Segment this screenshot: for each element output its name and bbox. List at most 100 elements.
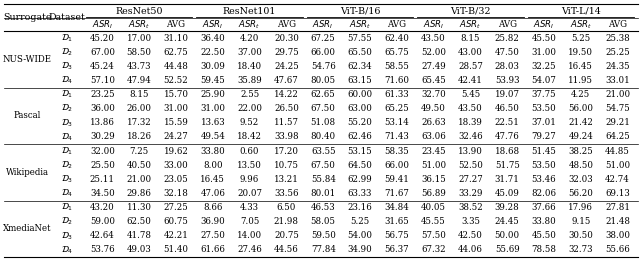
Text: 40.50: 40.50	[127, 161, 152, 170]
Text: 54.07: 54.07	[532, 76, 556, 85]
Text: 23.16: 23.16	[348, 203, 372, 212]
Text: 47.94: 47.94	[127, 76, 152, 85]
Text: 43.73: 43.73	[127, 62, 152, 71]
Text: 23.45: 23.45	[421, 147, 446, 155]
Text: 17.20: 17.20	[274, 147, 299, 155]
Text: $\mathcal{D}_{1}$: $\mathcal{D}_{1}$	[61, 202, 73, 213]
Text: 20.75: 20.75	[274, 231, 299, 240]
Text: 4.33: 4.33	[240, 203, 259, 212]
Text: 28.57: 28.57	[458, 62, 483, 71]
Text: 82.06: 82.06	[531, 189, 557, 198]
Text: 35.89: 35.89	[237, 76, 262, 85]
Text: Surrogate: Surrogate	[3, 13, 51, 22]
Text: 43.00: 43.00	[458, 48, 483, 57]
Text: ViT-B/16: ViT-B/16	[340, 6, 380, 16]
Text: 11.57: 11.57	[274, 118, 299, 127]
Text: $\mathcal{D}_{2}$: $\mathcal{D}_{2}$	[61, 103, 73, 114]
Text: 24.45: 24.45	[495, 217, 520, 226]
Text: 54.76: 54.76	[311, 62, 335, 71]
Text: 61.66: 61.66	[200, 245, 225, 255]
Text: 56.89: 56.89	[421, 189, 446, 198]
Text: 44.48: 44.48	[164, 62, 188, 71]
Text: 56.75: 56.75	[385, 231, 409, 240]
Text: $\mathcal{D}_{2}$: $\mathcal{D}_{2}$	[61, 216, 73, 228]
Text: 39.28: 39.28	[495, 203, 520, 212]
Text: 25.11: 25.11	[90, 175, 115, 184]
Text: 15.70: 15.70	[163, 90, 189, 99]
Text: 47.50: 47.50	[495, 48, 520, 57]
Text: 27.46: 27.46	[237, 245, 262, 255]
Text: $\mathcal{D}_{2}$: $\mathcal{D}_{2}$	[61, 47, 73, 58]
Text: 37.66: 37.66	[532, 203, 556, 212]
Text: 51.75: 51.75	[495, 161, 520, 170]
Text: 11.30: 11.30	[127, 203, 152, 212]
Text: 71.67: 71.67	[385, 189, 409, 198]
Text: NUS-WIDE: NUS-WIDE	[3, 55, 51, 64]
Text: $ASR_I$: $ASR_I$	[533, 18, 555, 31]
Text: 19.50: 19.50	[568, 48, 593, 57]
Text: 71.60: 71.60	[384, 76, 410, 85]
Text: 33.29: 33.29	[458, 189, 483, 198]
Text: 77.84: 77.84	[311, 245, 335, 255]
Text: 49.50: 49.50	[421, 104, 446, 113]
Text: 37.00: 37.00	[237, 48, 262, 57]
Text: 31.00: 31.00	[200, 104, 225, 113]
Text: 31.00: 31.00	[163, 104, 189, 113]
Text: 59.45: 59.45	[200, 76, 225, 85]
Text: 31.10: 31.10	[163, 34, 189, 43]
Text: 60.00: 60.00	[348, 90, 372, 99]
Text: $ASR_I$: $ASR_I$	[312, 18, 334, 31]
Text: 60.75: 60.75	[164, 217, 188, 226]
Text: 26.63: 26.63	[421, 118, 446, 127]
Text: 24.35: 24.35	[605, 62, 630, 71]
Text: 54.75: 54.75	[605, 104, 630, 113]
Text: 41.78: 41.78	[127, 231, 152, 240]
Text: 25.25: 25.25	[605, 48, 630, 57]
Text: 64.50: 64.50	[348, 161, 372, 170]
Text: 46.50: 46.50	[495, 104, 520, 113]
Text: 21.00: 21.00	[127, 175, 152, 184]
Text: 62.65: 62.65	[311, 90, 335, 99]
Text: 59.00: 59.00	[90, 217, 115, 226]
Text: ViT-B/32: ViT-B/32	[450, 6, 491, 16]
Text: 23.05: 23.05	[164, 175, 188, 184]
Text: 8.66: 8.66	[203, 203, 223, 212]
Text: 8.15: 8.15	[461, 34, 480, 43]
Text: 22.51: 22.51	[495, 118, 520, 127]
Text: 34.84: 34.84	[385, 203, 409, 212]
Text: 25.90: 25.90	[200, 90, 225, 99]
Text: 65.75: 65.75	[385, 48, 409, 57]
Text: 63.15: 63.15	[348, 76, 372, 85]
Text: 4.20: 4.20	[240, 34, 259, 43]
Text: 27.50: 27.50	[200, 231, 225, 240]
Text: 66.00: 66.00	[384, 161, 410, 170]
Text: 67.00: 67.00	[90, 48, 115, 57]
Text: $\mathcal{D}_{4}$: $\mathcal{D}_{4}$	[61, 244, 73, 256]
Text: 67.50: 67.50	[311, 104, 335, 113]
Text: AVG: AVG	[277, 20, 296, 29]
Text: 24.27: 24.27	[164, 132, 188, 141]
Text: 44.85: 44.85	[605, 147, 630, 155]
Text: 79.27: 79.27	[532, 132, 556, 141]
Text: 38.00: 38.00	[605, 231, 630, 240]
Text: 31.65: 31.65	[385, 217, 409, 226]
Text: 56.20: 56.20	[568, 189, 593, 198]
Text: 13.50: 13.50	[237, 161, 262, 170]
Text: 80.01: 80.01	[310, 189, 336, 198]
Text: 16.45: 16.45	[200, 175, 225, 184]
Text: 42.74: 42.74	[605, 175, 630, 184]
Text: 17.96: 17.96	[568, 203, 593, 212]
Text: 80.40: 80.40	[310, 132, 336, 141]
Text: 69.13: 69.13	[605, 189, 630, 198]
Text: 62.50: 62.50	[127, 217, 152, 226]
Text: 36.00: 36.00	[90, 104, 115, 113]
Text: 0.60: 0.60	[240, 147, 259, 155]
Text: 31.71: 31.71	[495, 175, 520, 184]
Text: 13.63: 13.63	[200, 118, 225, 127]
Text: 47.76: 47.76	[495, 132, 520, 141]
Text: 47.67: 47.67	[274, 76, 299, 85]
Text: 18.42: 18.42	[237, 132, 262, 141]
Text: 44.06: 44.06	[458, 245, 483, 255]
Text: 57.55: 57.55	[348, 34, 372, 43]
Text: 14.00: 14.00	[237, 231, 262, 240]
